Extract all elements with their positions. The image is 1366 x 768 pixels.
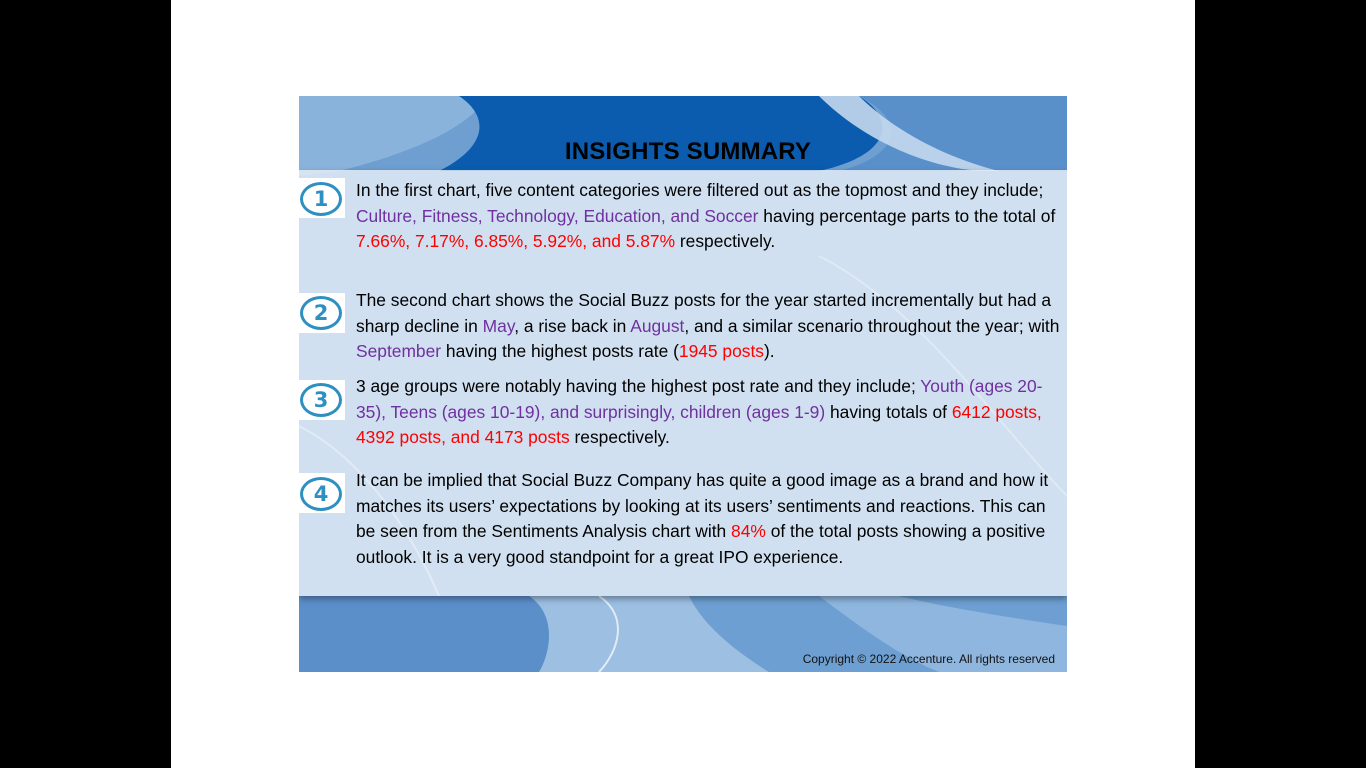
number-1-label: 1 — [313, 187, 329, 211]
text-segment: In the first chart, five content categor… — [356, 180, 1044, 200]
text-segment: respectively. — [569, 427, 670, 447]
number-4-label: 4 — [313, 482, 329, 506]
slide: INSIGHTS SUMMARY 1 In the first chart, f… — [299, 96, 1067, 672]
number-2-icon: 2 — [300, 296, 342, 330]
insight-text-4: It can be implied that Social Buzz Compa… — [356, 468, 1061, 570]
number-3-label: 3 — [313, 388, 329, 412]
number-4-icon: 4 — [300, 477, 342, 511]
text-segment: having the highest posts rate ( — [441, 341, 679, 361]
copyright-notice: Copyright © 2022 Accenture. All rights r… — [802, 652, 1055, 666]
slide-title: INSIGHTS SUMMARY — [564, 138, 812, 165]
text-segment: of the total posts showing a positive ou… — [356, 521, 1046, 567]
content-panel — [299, 170, 1067, 596]
text-segment: , a rise back in — [514, 315, 631, 336]
highlight-posts: 1945 posts — [678, 341, 764, 361]
text-segment: having totals of — [825, 401, 952, 422]
presentation-page: INSIGHTS SUMMARY 1 In the first chart, f… — [171, 0, 1195, 768]
number-2-label: 2 — [313, 301, 329, 325]
text-segment: respectively. — [675, 231, 776, 251]
text-segment: , and a similar scenario throughout the … — [684, 315, 1060, 336]
number-1-icon: 1 — [300, 182, 342, 216]
highlight-post-totals: 6412 posts, 4392 posts, and 4173 posts — [356, 401, 1042, 448]
highlight-categories: Culture, Fitness, Technology, Education,… — [356, 205, 759, 226]
text-segment: having percentage parts to the total of — [758, 205, 1056, 226]
highlight-percentages: 7.66%, 7.17%, 6.85%, 5.92%, and 5.87% — [356, 231, 676, 251]
text-segment: It can be implied that Social Buzz Compa… — [356, 470, 1049, 541]
highlight-percentage: 84% — [731, 521, 766, 541]
highlight-age-groups: Youth (ages 20-35), Teens (ages 10-19), … — [356, 376, 1043, 422]
highlight-month: May — [482, 315, 515, 336]
insight-text-2: The second chart shows the Social Buzz p… — [356, 288, 1061, 365]
text-segment: ). — [764, 341, 775, 361]
insight-text-1: In the first chart, five content categor… — [356, 178, 1061, 255]
text-segment: 3 age groups were notably having the hig… — [356, 376, 921, 396]
insight-text-3: 3 age groups were notably having the hig… — [356, 374, 1061, 451]
text-segment: The second chart shows the Social Buzz p… — [356, 290, 1052, 336]
highlight-month: August — [630, 315, 685, 336]
number-3-icon: 3 — [300, 383, 342, 417]
highlight-month: September — [356, 341, 442, 361]
